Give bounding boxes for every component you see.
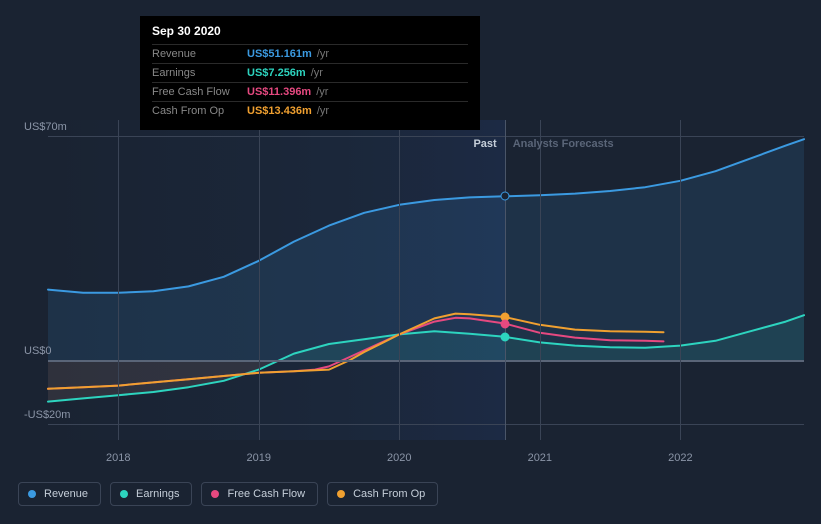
tooltip-row-suffix: /yr	[311, 67, 323, 79]
tooltip-row: EarningsUS$7.256m/yr	[152, 63, 468, 82]
gridline-v	[540, 120, 541, 440]
legend-item-cash-from-op[interactable]: Cash From Op	[327, 482, 438, 506]
tooltip-rows: RevenueUS$51.161m/yrEarningsUS$7.256m/yr…	[152, 44, 468, 120]
past-label: Past	[473, 138, 504, 150]
series-marker	[500, 332, 509, 341]
legend-item-free-cash-flow[interactable]: Free Cash Flow	[201, 482, 318, 506]
tooltip-row-suffix: /yr	[317, 105, 329, 117]
gridline-h	[48, 360, 804, 362]
legend: Revenue Earnings Free Cash Flow Cash From O…	[18, 482, 438, 506]
plot-area: 20182019202020212022PastAnalysts Forecas…	[48, 120, 804, 440]
legend-dot-icon	[337, 490, 345, 498]
chart[interactable]: 20182019202020212022PastAnalysts Forecas…	[18, 120, 804, 440]
legend-label: Revenue	[44, 488, 88, 500]
legend-label: Free Cash Flow	[227, 488, 305, 500]
legend-item-revenue[interactable]: Revenue	[18, 482, 101, 506]
chart-svg	[48, 120, 804, 440]
tooltip-row: RevenueUS$51.161m/yr	[152, 44, 468, 63]
tooltip-row-suffix: /yr	[317, 48, 329, 60]
gridline-v	[259, 120, 260, 440]
y-axis-label: -US$20m	[24, 409, 70, 421]
legend-label: Earnings	[136, 488, 179, 500]
tooltip-row-label: Cash From Op	[152, 105, 247, 117]
legend-dot-icon	[120, 490, 128, 498]
y-axis-label: US$0	[24, 345, 52, 357]
revenue-area	[48, 139, 804, 360]
legend-label: Cash From Op	[353, 488, 425, 500]
x-axis-label: 2020	[387, 452, 411, 464]
tooltip-row-suffix: /yr	[316, 86, 328, 98]
legend-item-earnings[interactable]: Earnings	[110, 482, 192, 506]
tooltip-row: Free Cash FlowUS$11.396m/yr	[152, 82, 468, 101]
tooltip-row-value: US$13.436m	[247, 105, 312, 117]
tooltip-row-label: Revenue	[152, 48, 247, 60]
x-axis-label: 2021	[528, 452, 552, 464]
x-axis-label: 2018	[106, 452, 130, 464]
legend-dot-icon	[211, 490, 219, 498]
tooltip-row: Cash From OpUS$13.436m/yr	[152, 101, 468, 120]
tooltip-row-value: US$7.256m	[247, 67, 306, 79]
tooltip-row-label: Free Cash Flow	[152, 86, 247, 98]
gridline-v	[680, 120, 681, 440]
series-marker	[500, 192, 509, 201]
gridline-v	[399, 120, 400, 440]
series-marker	[500, 319, 509, 328]
gridline-v	[118, 120, 119, 440]
forecast-label: Analysts Forecasts	[505, 138, 614, 150]
tooltip-date: Sep 30 2020	[152, 24, 468, 38]
tooltip-row-value: US$11.396m	[247, 86, 311, 98]
x-axis-label: 2022	[668, 452, 692, 464]
x-axis-label: 2019	[247, 452, 271, 464]
legend-dot-icon	[28, 490, 36, 498]
gridline-h	[48, 136, 804, 137]
y-axis-label: US$70m	[24, 121, 67, 133]
tooltip-row-value: US$51.161m	[247, 48, 312, 60]
tooltip-row-label: Earnings	[152, 67, 247, 79]
cursor-line	[505, 120, 506, 440]
gridline-h	[48, 424, 804, 425]
chart-tooltip: Sep 30 2020 RevenueUS$51.161m/yrEarnings…	[140, 16, 480, 130]
